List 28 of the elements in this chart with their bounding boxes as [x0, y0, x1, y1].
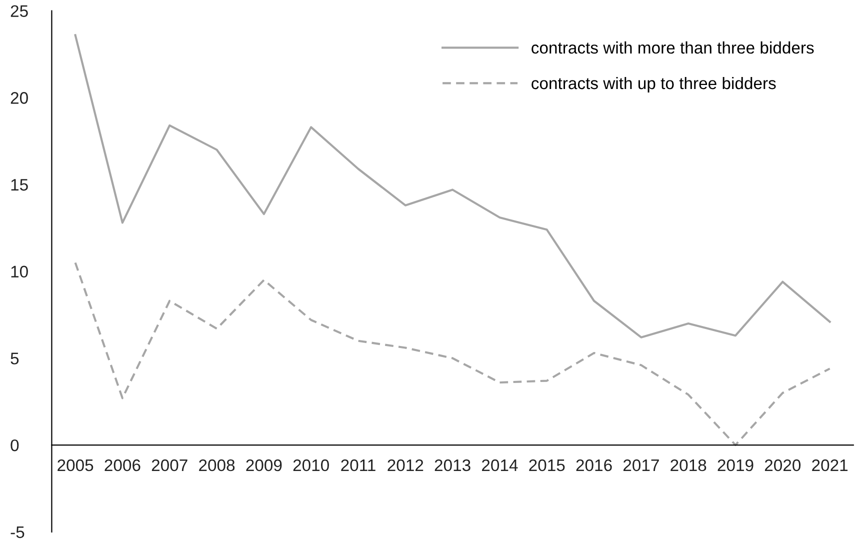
x-tick-label: 2020	[764, 459, 801, 472]
line-series	[74, 34, 831, 338]
x-tick-label: 2005	[58, 459, 94, 472]
x-tick-label: 2016	[576, 459, 612, 472]
x-tick-label: 2012	[388, 459, 424, 472]
x-tick-label: 2008	[199, 459, 235, 472]
x-tick-label: 2010	[293, 459, 329, 472]
y-tick-label: -5	[10, 526, 24, 538]
y-tick-label: 0	[10, 439, 19, 452]
x-tick-label: 2015	[529, 459, 565, 472]
x-tick-label: 2014	[482, 459, 518, 472]
x-tick-label: 2021	[812, 459, 848, 472]
y-tick-label: 10	[11, 266, 28, 278]
y-tick-label: 15	[11, 179, 28, 191]
x-tick-label: 2019	[718, 459, 754, 472]
x-tick-label: 2011	[341, 459, 376, 472]
line-series	[74, 262, 831, 446]
x-tick-label: 2007	[152, 459, 188, 472]
x-tick-label: 2013	[434, 459, 470, 472]
legend-label: contracts with up to three bidders	[532, 76, 776, 93]
y-tick-label: 25	[10, 5, 28, 18]
x-tick-label: 2006	[104, 459, 140, 472]
y-tick-label: 20	[10, 92, 28, 104]
legend-label: contracts with more than three bidders	[532, 41, 814, 54]
x-tick-label: 2018	[670, 459, 706, 472]
x-tick-label: 2009	[246, 459, 282, 472]
y-tick-label: 5	[10, 352, 19, 364]
x-tick-label: 2017	[623, 459, 659, 472]
